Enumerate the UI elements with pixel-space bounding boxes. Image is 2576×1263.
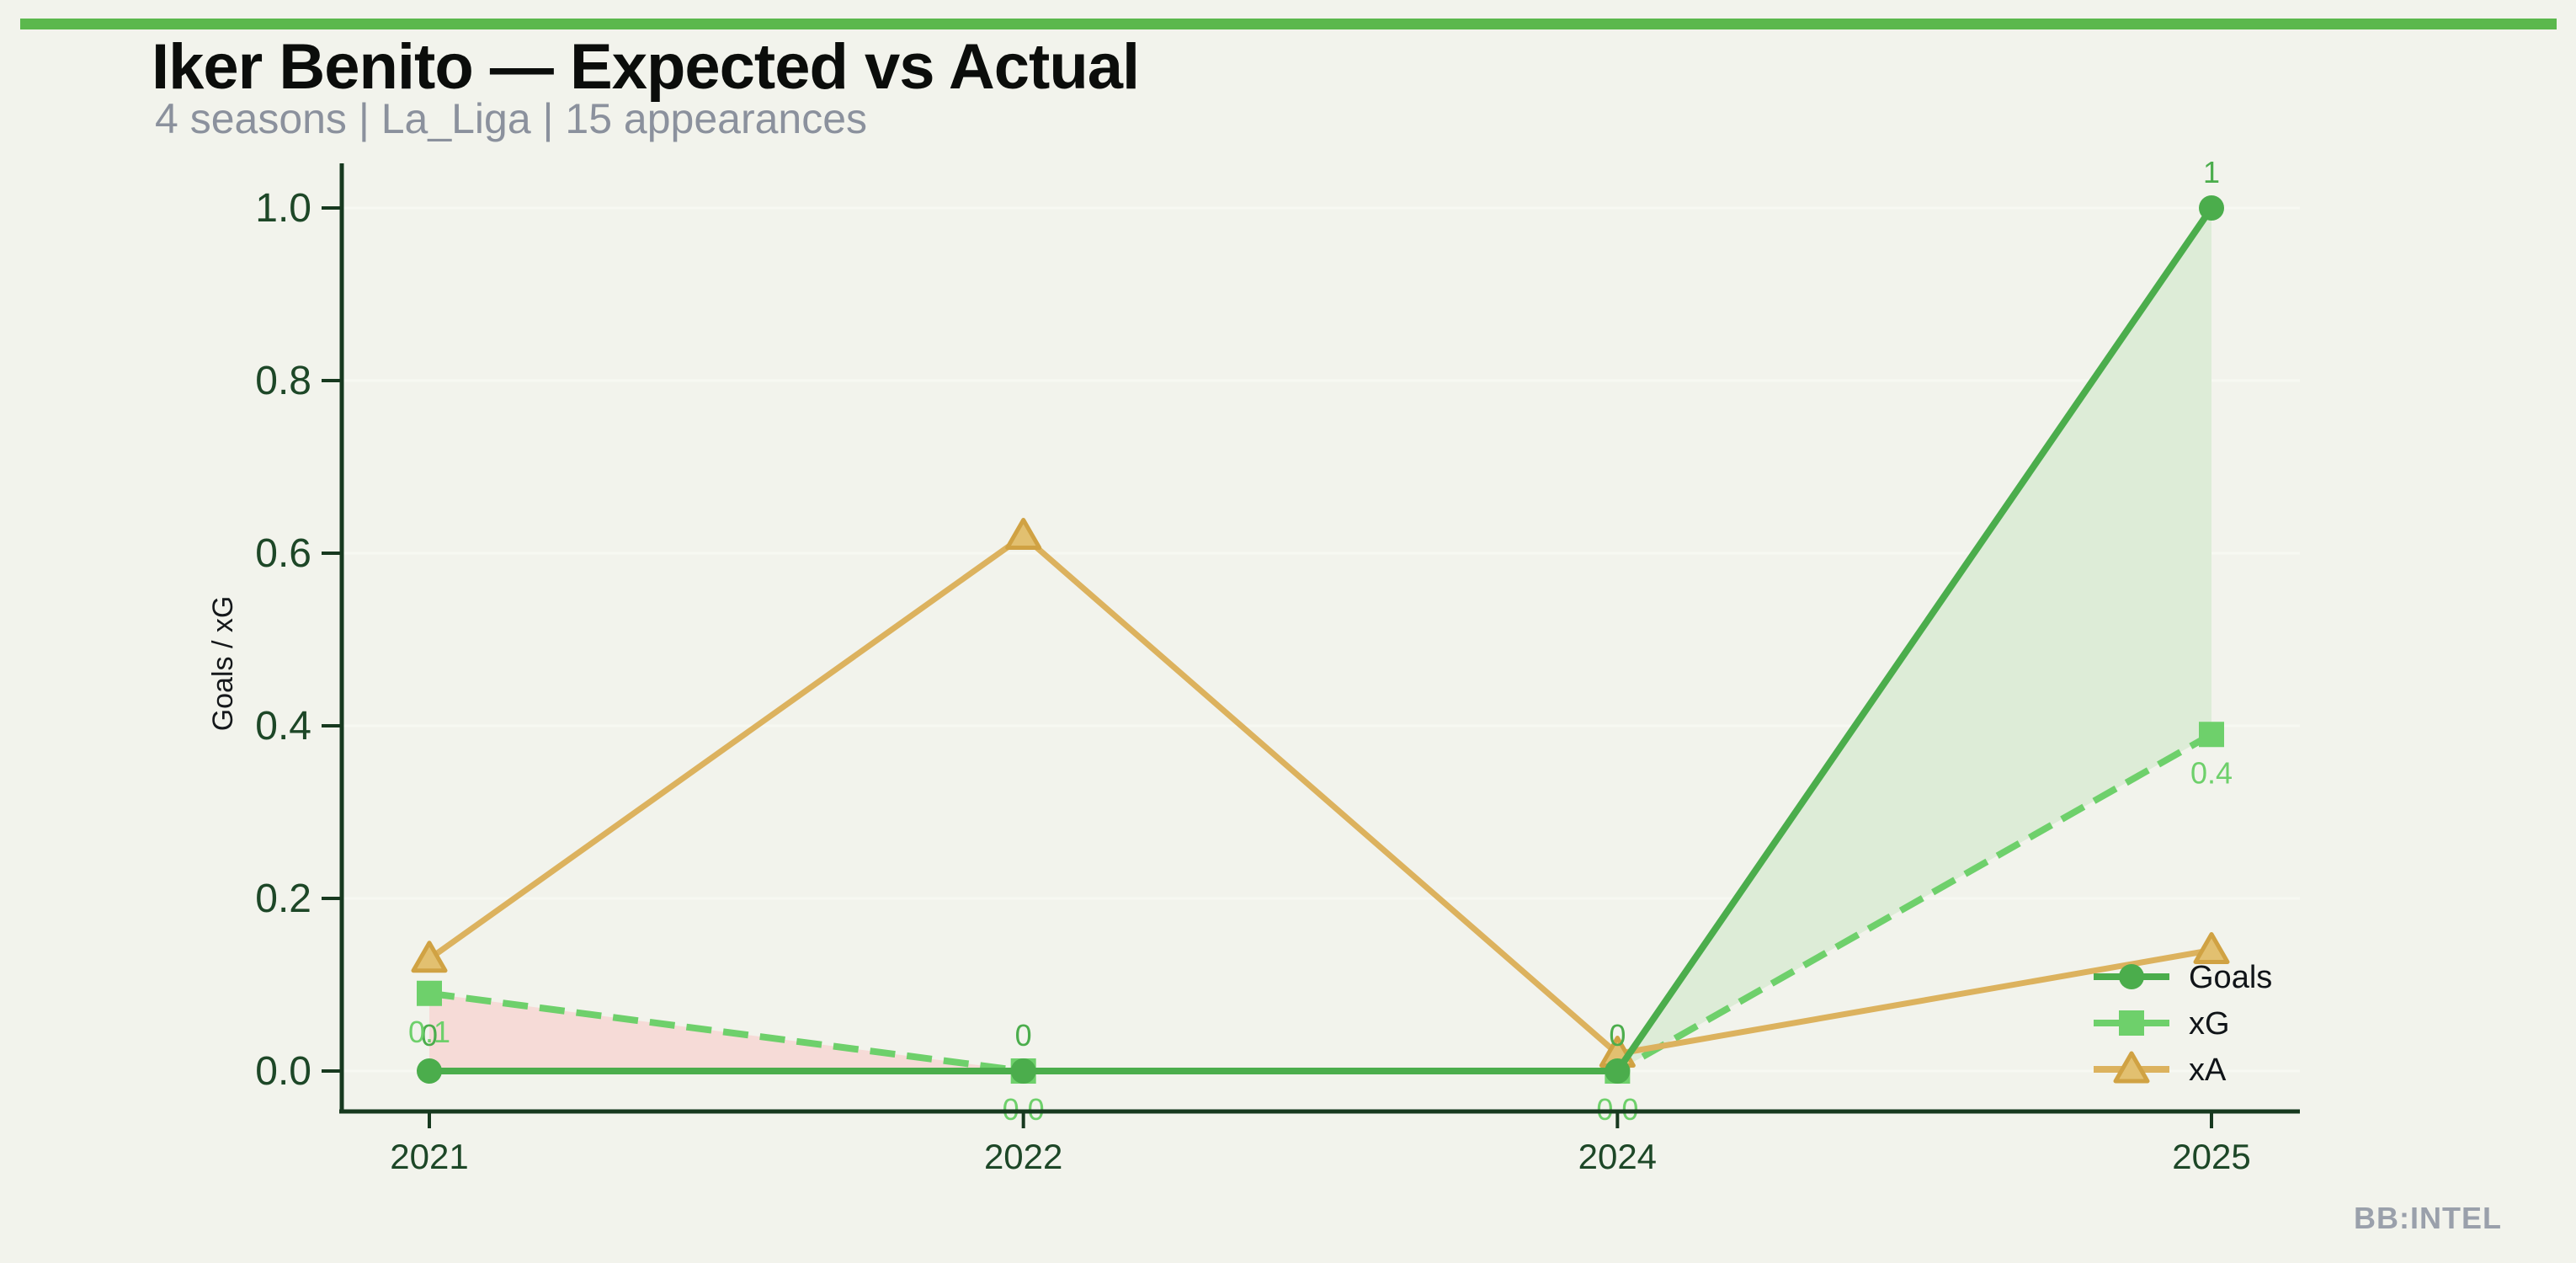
goals-point [2199, 195, 2225, 221]
xa-point [1005, 518, 1042, 550]
x-tick-label: 2024 [1578, 1137, 1657, 1176]
x-tick-label: 2021 [390, 1137, 468, 1176]
goals-point-label: 0 [1609, 1018, 1626, 1052]
xg-point-label: 0.1 [408, 1015, 450, 1049]
goals-point [1010, 1058, 1036, 1084]
legend-label-xg: xG [2189, 1006, 2230, 1042]
x-tick-label: 2025 [2172, 1137, 2250, 1176]
y-tick-label: 0.4 [255, 704, 311, 749]
goals-point [417, 1058, 442, 1084]
goals-point [1605, 1058, 1631, 1084]
legend-marker-triangle [2113, 1051, 2150, 1084]
y-tick-label: 1.0 [255, 186, 311, 231]
legend-marker-circle [2119, 964, 2144, 989]
watermark-label: BB:INTEL [2354, 1201, 2502, 1235]
xa-point [2193, 932, 2230, 964]
legend-label-goals: Goals [2189, 960, 2272, 995]
page-title: Iker Benito — Expected vs Actual [152, 31, 1140, 103]
xa-point [411, 941, 448, 973]
y-axis-label: Goals / xG [207, 596, 239, 732]
y-tick-label: 0.6 [255, 531, 311, 576]
goals-point-label: 0 [421, 1018, 438, 1052]
x-tick-label: 2022 [984, 1137, 1062, 1176]
xg-point [2199, 722, 2225, 748]
goals-line [429, 205, 2215, 1074]
y-tick-label: 0.2 [255, 877, 311, 921]
goals-point-label: 0 [1015, 1018, 1032, 1052]
y-tick-label: 0.0 [255, 1049, 311, 1094]
xa-line [427, 533, 2212, 1057]
legend-marker-square [2119, 1010, 2144, 1036]
page-subtitle: 4 seasons | La_Liga | 15 appearances [155, 95, 868, 142]
y-tick-label: 0.8 [255, 359, 311, 403]
xg-point-label: 0.4 [2190, 755, 2233, 790]
xg-point [417, 980, 442, 1006]
goals-point-label: 1 [2203, 155, 2220, 189]
accent-bar [20, 19, 2557, 29]
legend-label-xa: xA [2189, 1052, 2227, 1088]
